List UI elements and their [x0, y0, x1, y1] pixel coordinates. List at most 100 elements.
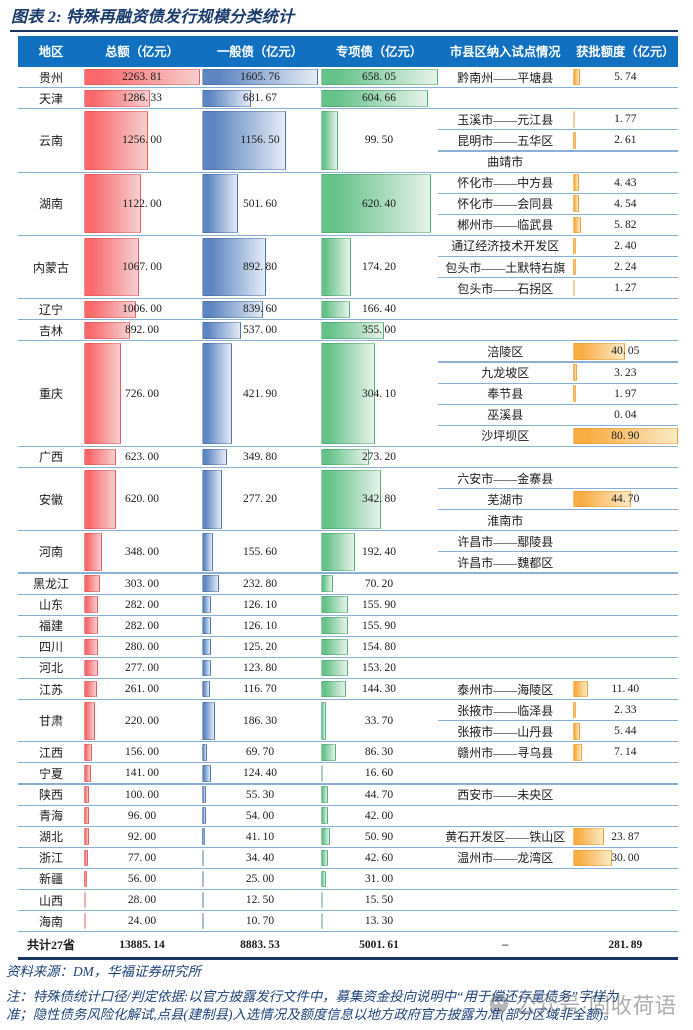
total-value: 100. 00 — [125, 788, 159, 801]
total-bar — [84, 680, 98, 698]
region-separator — [18, 466, 678, 469]
special-value: 50. 90 — [364, 830, 394, 843]
total-value: 56. 00 — [127, 872, 157, 885]
quota-bar — [573, 195, 579, 213]
general-bar — [202, 659, 211, 677]
special-bar — [320, 111, 339, 170]
subrow-separator — [437, 361, 678, 363]
special-bar — [320, 174, 431, 234]
region-label: 山西 — [38, 893, 63, 908]
total-value: 156. 00 — [125, 746, 159, 759]
special-value: 192. 40 — [362, 545, 396, 558]
general-bar — [202, 680, 211, 698]
quota-value: 1. 77 — [614, 113, 637, 126]
general-bar — [202, 701, 216, 740]
total-bar — [84, 300, 136, 318]
region-label: 天津 — [38, 91, 63, 106]
subrow-separator — [437, 488, 678, 490]
general-value: 232. 80 — [243, 577, 277, 590]
total-bar — [84, 891, 86, 909]
special-bar — [320, 744, 336, 761]
region-separator — [18, 783, 678, 785]
general-value: 1605. 76 — [240, 71, 280, 84]
general-bar — [202, 68, 318, 86]
special-bar — [320, 300, 351, 318]
subrow-separator — [437, 424, 678, 426]
region-label: 宁夏 — [38, 766, 63, 781]
general-bar — [202, 786, 206, 803]
total-bar — [84, 912, 86, 930]
region-separator — [18, 846, 678, 848]
source-line: 资料来源：DM，华福证券研究所 — [6, 964, 201, 979]
region-label: 江西 — [38, 745, 63, 760]
special-value: 155. 90 — [362, 619, 396, 632]
total-value: 348. 00 — [125, 545, 159, 558]
special-value: 154. 80 — [362, 640, 396, 653]
total-value: 280. 00 — [125, 640, 159, 653]
total-bar — [84, 765, 92, 782]
total-bar — [84, 744, 92, 761]
region-separator — [18, 677, 678, 680]
general-value: 126. 10 — [243, 598, 277, 611]
total-bar — [84, 701, 96, 740]
special-value: 13. 30 — [364, 915, 394, 928]
general-value: 12. 50 — [245, 894, 275, 907]
special-value: 33. 70 — [364, 714, 394, 727]
region-separator — [18, 614, 678, 616]
general-value: 55. 30 — [245, 788, 275, 801]
region-label: 青海 — [38, 809, 63, 824]
quota-bar — [573, 216, 581, 234]
total-value: 1286. 33 — [122, 92, 162, 105]
general-bar — [202, 807, 206, 824]
subrow-separator — [437, 129, 678, 131]
total-value: 24. 00 — [127, 915, 157, 928]
region-separator — [18, 572, 678, 574]
subrow-separator — [437, 192, 678, 194]
general-value: 186. 30 — [243, 714, 277, 727]
general-bar — [202, 765, 211, 782]
total-bar — [84, 89, 150, 107]
quota-value: 4. 54 — [614, 197, 637, 210]
total-bar — [84, 849, 88, 867]
special-bar — [320, 343, 375, 445]
general-value: 54. 00 — [245, 809, 275, 822]
quota-value: 2. 24 — [614, 261, 637, 274]
region-separator — [18, 298, 678, 300]
general-bar — [202, 849, 205, 867]
special-value: 15. 50 — [364, 894, 394, 907]
total-value: 623. 00 — [125, 450, 159, 463]
region-separator — [18, 530, 678, 532]
special-value: 153. 20 — [362, 661, 396, 674]
pilot-name: 许昌市——鄢陵县 — [457, 534, 554, 549]
region-label: 浙江 — [38, 851, 63, 866]
region-label: 重庆 — [38, 387, 63, 402]
region-label: 内蒙古 — [32, 260, 69, 275]
general-value: 421. 90 — [243, 387, 277, 400]
quota-bar — [573, 343, 625, 360]
total-value: 282. 00 — [125, 598, 159, 611]
pilot-name: 巫溪县 — [487, 408, 524, 423]
general-bar — [202, 111, 286, 170]
quota-value: 80. 90 — [611, 429, 640, 442]
region-separator — [18, 656, 678, 658]
special-bar — [320, 870, 326, 888]
general-bar — [202, 828, 205, 846]
general-value: 124. 40 — [243, 767, 277, 780]
general-value: 537. 00 — [243, 324, 277, 337]
total-value: 1256. 00 — [122, 134, 162, 147]
subrow-separator — [437, 551, 678, 553]
total-bar — [84, 617, 99, 635]
total-value: 1067. 00 — [122, 261, 162, 274]
total-value: 96. 00 — [127, 809, 157, 822]
pilot-name: 怀化市——中方县 — [457, 176, 554, 191]
special-bar — [320, 891, 324, 909]
general-bar — [202, 300, 263, 318]
total-bar — [84, 111, 149, 170]
subrow-separator — [437, 382, 678, 384]
special-bar — [320, 638, 349, 656]
pilot-name: 许昌市——魏都区 — [457, 555, 554, 570]
pilot-name: 赣州市——寻乌县 — [457, 745, 554, 760]
total-row-special: 5001. 61 — [359, 938, 399, 951]
special-bar — [320, 575, 333, 592]
pilot-name: 芜湖市 — [487, 492, 524, 507]
